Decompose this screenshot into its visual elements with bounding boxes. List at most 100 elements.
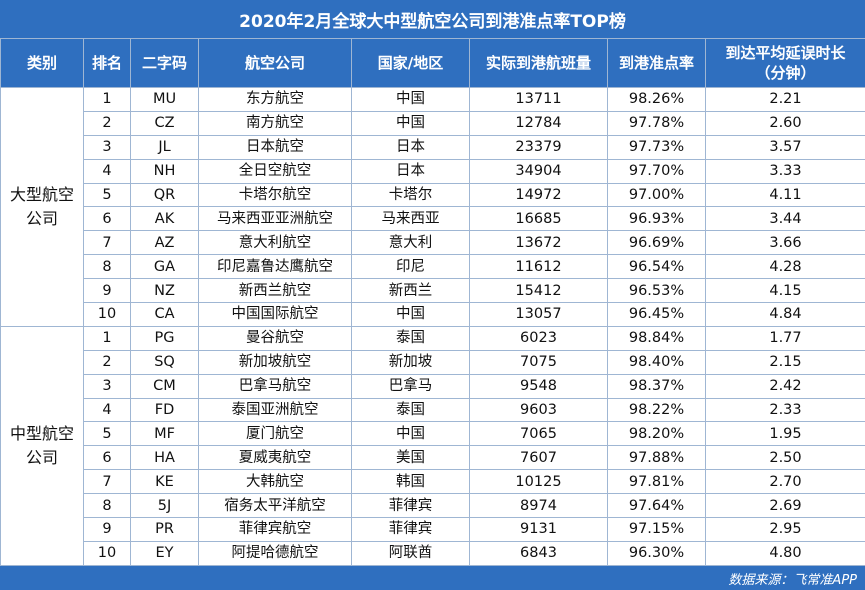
- delay-cell: 2.33: [705, 397, 865, 423]
- code-cell: JL: [130, 134, 199, 160]
- table-row: 3 CM 巴拿马航空 巴拿马 9548 98.37% 2.42: [1, 373, 865, 399]
- table-row: 中型航空公司 1 PG 曼谷航空 泰国 6023 98.84% 1.77: [0, 325, 865, 566]
- table-row: 8 GA 印尼嘉鲁达鹰航空 印尼 11612 96.54% 4.28: [1, 254, 865, 280]
- delay-cell: 3.66: [705, 230, 865, 256]
- ontime-cell: 98.84%: [607, 325, 706, 351]
- ontime-cell: 98.22%: [607, 397, 706, 423]
- flights-cell: 23379: [469, 134, 608, 160]
- region-cell: 中国: [351, 421, 470, 447]
- code-cell: PG: [130, 325, 199, 351]
- airline-cell: 阿提哈德航空: [198, 540, 352, 566]
- rank-cell: 7: [83, 469, 131, 495]
- delay-cell: 2.69: [705, 493, 865, 519]
- code-cell: 5J: [130, 493, 199, 519]
- delay-cell: 4.28: [705, 254, 865, 280]
- region-cell: 新加坡: [351, 349, 470, 375]
- rank-cell: 8: [83, 493, 131, 519]
- ontime-cell: 96.93%: [607, 206, 706, 232]
- source-footer: 数据来源：飞常准APP: [0, 566, 865, 590]
- ontime-cell: 97.70%: [607, 158, 706, 184]
- code-cell: AZ: [130, 230, 199, 256]
- ontime-cell: 96.69%: [607, 230, 706, 256]
- rank-cell: 8: [83, 254, 131, 280]
- flights-cell: 13057: [469, 302, 608, 327]
- header-delay-line2: （分钟）: [755, 64, 816, 82]
- region-cell: 卡塔尔: [351, 182, 470, 208]
- delay-cell: 2.15: [705, 349, 865, 375]
- flights-cell: 6023: [469, 325, 608, 351]
- category-cell: 大型航空公司: [0, 87, 84, 327]
- table-row: 8 5J 宿务太平洋航空 菲律宾 8974 97.64% 2.69: [1, 493, 865, 519]
- ontime-cell: 97.15%: [607, 517, 706, 542]
- delay-cell: 3.44: [705, 206, 865, 232]
- flights-cell: 15412: [469, 278, 608, 304]
- airline-cell: 南方航空: [198, 110, 352, 136]
- table-row: 4 FD 泰国亚洲航空 泰国 9603 98.22% 2.33: [1, 397, 865, 423]
- airline-cell: 东方航空: [198, 87, 352, 112]
- rank-cell: 2: [83, 110, 131, 136]
- delay-cell: 3.33: [705, 158, 865, 184]
- region-cell: 泰国: [351, 397, 470, 423]
- delay-cell: 2.42: [705, 373, 865, 399]
- ontime-cell: 97.78%: [607, 110, 706, 136]
- code-cell: NH: [130, 158, 199, 184]
- table-row: 9 PR 菲律宾航空 菲律宾 9131 97.15% 2.95: [1, 517, 865, 542]
- header-region: 国家/地区: [351, 38, 470, 88]
- rank-cell: 4: [83, 158, 131, 184]
- airline-cell: 日本航空: [198, 134, 352, 160]
- region-cell: 泰国: [351, 325, 470, 351]
- table-row: 9 NZ 新西兰航空 新西兰 15412 96.53% 4.15: [1, 278, 865, 304]
- table-row: 大型航空公司 1 MU 东方航空 中国 13711 98.26% 2.21: [0, 87, 865, 327]
- rank-cell: 6: [83, 445, 131, 471]
- delay-cell: 3.57: [705, 134, 865, 160]
- airline-cell: 曼谷航空: [198, 325, 352, 351]
- ontime-cell: 97.81%: [607, 469, 706, 495]
- code-cell: CZ: [130, 110, 199, 136]
- code-cell: HA: [130, 445, 199, 471]
- flights-cell: 9131: [469, 517, 608, 542]
- table-row: 10 CA 中国国际航空 中国 13057 96.45% 4.84: [1, 302, 865, 327]
- region-cell: 印尼: [351, 254, 470, 280]
- code-cell: CM: [130, 373, 199, 399]
- flights-cell: 34904: [469, 158, 608, 184]
- code-cell: MU: [130, 87, 199, 112]
- region-cell: 中国: [351, 110, 470, 136]
- delay-cell: 1.95: [705, 421, 865, 447]
- header-delay: 到达平均延误时长 （分钟）: [705, 38, 865, 88]
- airline-cell: 新西兰航空: [198, 278, 352, 304]
- ranking-table: 类别 排名 二字码 航空公司 国家/地区 实际到港航班量 到港准点率 到达平均延…: [0, 38, 865, 566]
- region-cell: 意大利: [351, 230, 470, 256]
- flights-cell: 13711: [469, 87, 608, 112]
- ontime-cell: 98.20%: [607, 421, 706, 447]
- code-cell: AK: [130, 206, 199, 232]
- table-row: 2 SQ 新加坡航空 新加坡 7075 98.40% 2.15: [1, 349, 865, 375]
- code-cell: NZ: [130, 278, 199, 304]
- delay-cell: 2.60: [705, 110, 865, 136]
- delay-cell: 2.70: [705, 469, 865, 495]
- code-cell: CA: [130, 302, 199, 327]
- region-cell: 菲律宾: [351, 493, 470, 519]
- flights-cell: 16685: [469, 206, 608, 232]
- ontime-cell: 96.30%: [607, 540, 706, 566]
- ontime-cell: 96.54%: [607, 254, 706, 280]
- region-cell: 马来西亚: [351, 206, 470, 232]
- table-row: 5 QR 卡塔尔航空 卡塔尔 14972 97.00% 4.11: [1, 182, 865, 208]
- ontime-cell: 97.00%: [607, 182, 706, 208]
- ontime-cell: 96.45%: [607, 302, 706, 327]
- code-cell: MF: [130, 421, 199, 447]
- code-cell: QR: [130, 182, 199, 208]
- region-cell: 美国: [351, 445, 470, 471]
- flights-cell: 9603: [469, 397, 608, 423]
- header-code: 二字码: [130, 38, 199, 88]
- code-cell: SQ: [130, 349, 199, 375]
- rank-cell: 9: [83, 278, 131, 304]
- flights-cell: 6843: [469, 540, 608, 566]
- region-cell: 巴拿马: [351, 373, 470, 399]
- rank-cell: 5: [83, 421, 131, 447]
- airline-cell: 中国国际航空: [198, 302, 352, 327]
- rank-cell: 4: [83, 397, 131, 423]
- delay-cell: 2.21: [705, 87, 865, 112]
- table-row: 7 KE 大韩航空 韩国 10125 97.81% 2.70: [1, 469, 865, 495]
- delay-cell: 4.11: [705, 182, 865, 208]
